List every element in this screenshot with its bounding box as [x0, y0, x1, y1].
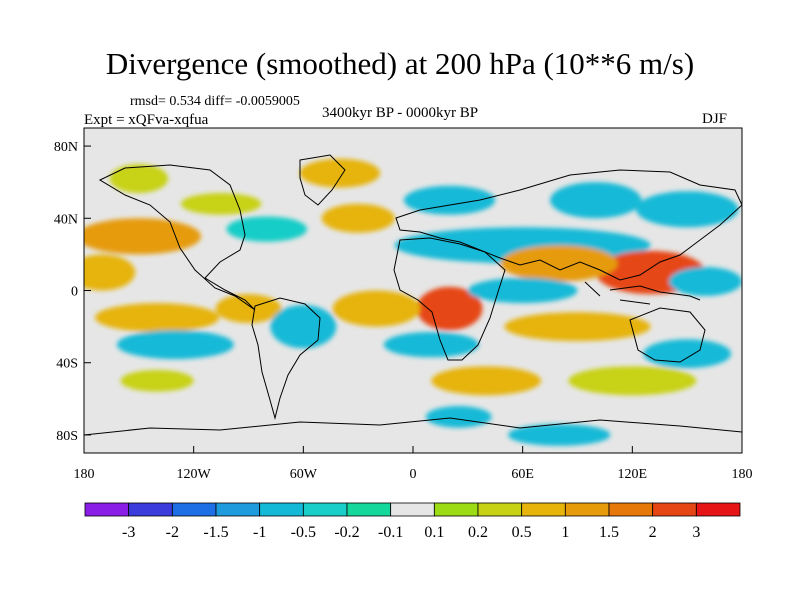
south-america-coast — [251, 297, 321, 420]
field-anomaly-1 — [84, 218, 201, 255]
colorbar-swatch — [302, 502, 348, 517]
maritime-continent-coast — [584, 281, 701, 305]
field-anomaly-26 — [431, 366, 541, 396]
season-label: DJF — [702, 111, 728, 127]
field-anomaly-24 — [643, 339, 732, 369]
colorbar-label: -0.1 — [378, 524, 403, 541]
x-tick-label: 120E — [618, 467, 648, 482]
field-anomaly-20 — [116, 330, 234, 360]
x-tick-label: 60E — [511, 467, 534, 482]
stats-label: rmsd= 0.534 diff= -0.0059005 — [130, 94, 300, 109]
field-anomaly-16 — [467, 277, 578, 304]
colorbar-label: 0.5 — [512, 524, 532, 541]
field-anomaly-7 — [403, 185, 496, 215]
antarctica-coast — [84, 417, 742, 436]
field-anomaly-27 — [568, 366, 697, 396]
field-anomaly-25 — [120, 369, 194, 392]
colorbar: -3 -2 -1.5 -1 -0.5 -0.2 -0.1 0.1 0.2 0.5 1 1.5 2 3 — [84, 502, 741, 541]
australia-coast — [629, 307, 706, 363]
coastlines — [84, 154, 742, 436]
y-tick-label: 40N — [54, 212, 78, 227]
field-anomaly-15 — [332, 290, 421, 327]
colorbar-label: -1 — [253, 524, 266, 541]
axis-ticks: 180 120W 60W 0 60E 120E 180 80N 40N 0 40S 80S — [54, 140, 753, 482]
colorbar-swatch — [608, 502, 654, 517]
colorbar-label: 2 — [649, 524, 657, 541]
colorbar-label: 0.1 — [424, 524, 444, 541]
x-tick-label: 0 — [410, 467, 417, 482]
africa-coast — [393, 237, 506, 361]
field-anomaly-3 — [109, 164, 169, 193]
y-tick-label: 80N — [54, 140, 78, 155]
colorbar-swatch — [84, 502, 130, 517]
colorbar-label: -1.5 — [203, 524, 228, 541]
chart-title: Divergence (smoothed) at 200 hPa (10**6 … — [105, 46, 695, 81]
colorbar-label: -3 — [122, 524, 135, 541]
colorbar-label: 0.2 — [468, 524, 488, 541]
north-america-coast — [98, 164, 256, 311]
colorbar-label: -2 — [166, 524, 179, 541]
field-anomaly-18 — [215, 294, 282, 323]
y-tick-label: 40S — [56, 357, 78, 372]
field-anomaly-14 — [416, 286, 483, 331]
colorbar-swatch — [128, 502, 173, 517]
field-anomaly-2 — [180, 193, 262, 215]
colorbar-swatch — [259, 502, 304, 517]
field-anomaly-4 — [226, 216, 307, 242]
field-anomaly-17 — [94, 303, 220, 333]
colorbar-swatch — [215, 502, 261, 517]
x-tick-label: 120W — [177, 467, 212, 482]
y-tick-label: 0 — [71, 285, 78, 300]
x-tick-label: 60W — [290, 467, 318, 482]
colorbar-swatch — [433, 502, 479, 517]
colorbar-swatch — [521, 502, 566, 517]
y-tick-label: 80S — [56, 429, 78, 444]
field-anomaly-22 — [383, 332, 479, 358]
field-anomaly-12 — [500, 245, 618, 282]
field-anomaly-5 — [321, 203, 395, 233]
colorbar-swatch — [390, 502, 435, 517]
colorbar-swatch — [695, 502, 741, 517]
colorbar-label: 1.5 — [599, 524, 619, 541]
colorbar-label: -0.2 — [334, 524, 359, 541]
field-anomaly-28 — [425, 406, 492, 428]
field-anomaly-13 — [668, 267, 742, 296]
colorbar-swatch — [171, 502, 217, 517]
colorbar-swatch — [346, 502, 392, 517]
field-anomaly-21 — [270, 304, 337, 349]
field-anomaly-19 — [84, 254, 136, 291]
colorbar-swatch — [564, 502, 610, 517]
field-anomaly-23 — [504, 312, 651, 342]
colorbar-label: 3 — [692, 524, 700, 541]
x-tick-label: 180 — [732, 467, 753, 482]
colorbar-label: 1 — [561, 524, 569, 541]
field-anomaly-10 — [635, 191, 739, 228]
colorbar-swatch — [477, 502, 523, 517]
eurasia-coast — [395, 169, 742, 281]
field-anomaly-6 — [299, 158, 381, 188]
field-anomaly-9 — [550, 182, 642, 219]
colorbar-label: -0.5 — [291, 524, 316, 541]
greenland-coast — [299, 154, 346, 206]
x-tick-label: 180 — [74, 467, 95, 482]
experiment-label: Expt = xQFva-xqfua — [84, 112, 209, 128]
period-label: 3400kyr BP - 0000kyr BP — [322, 105, 479, 121]
field-anomaly-29 — [508, 424, 611, 446]
colorbar-swatch — [652, 502, 697, 517]
